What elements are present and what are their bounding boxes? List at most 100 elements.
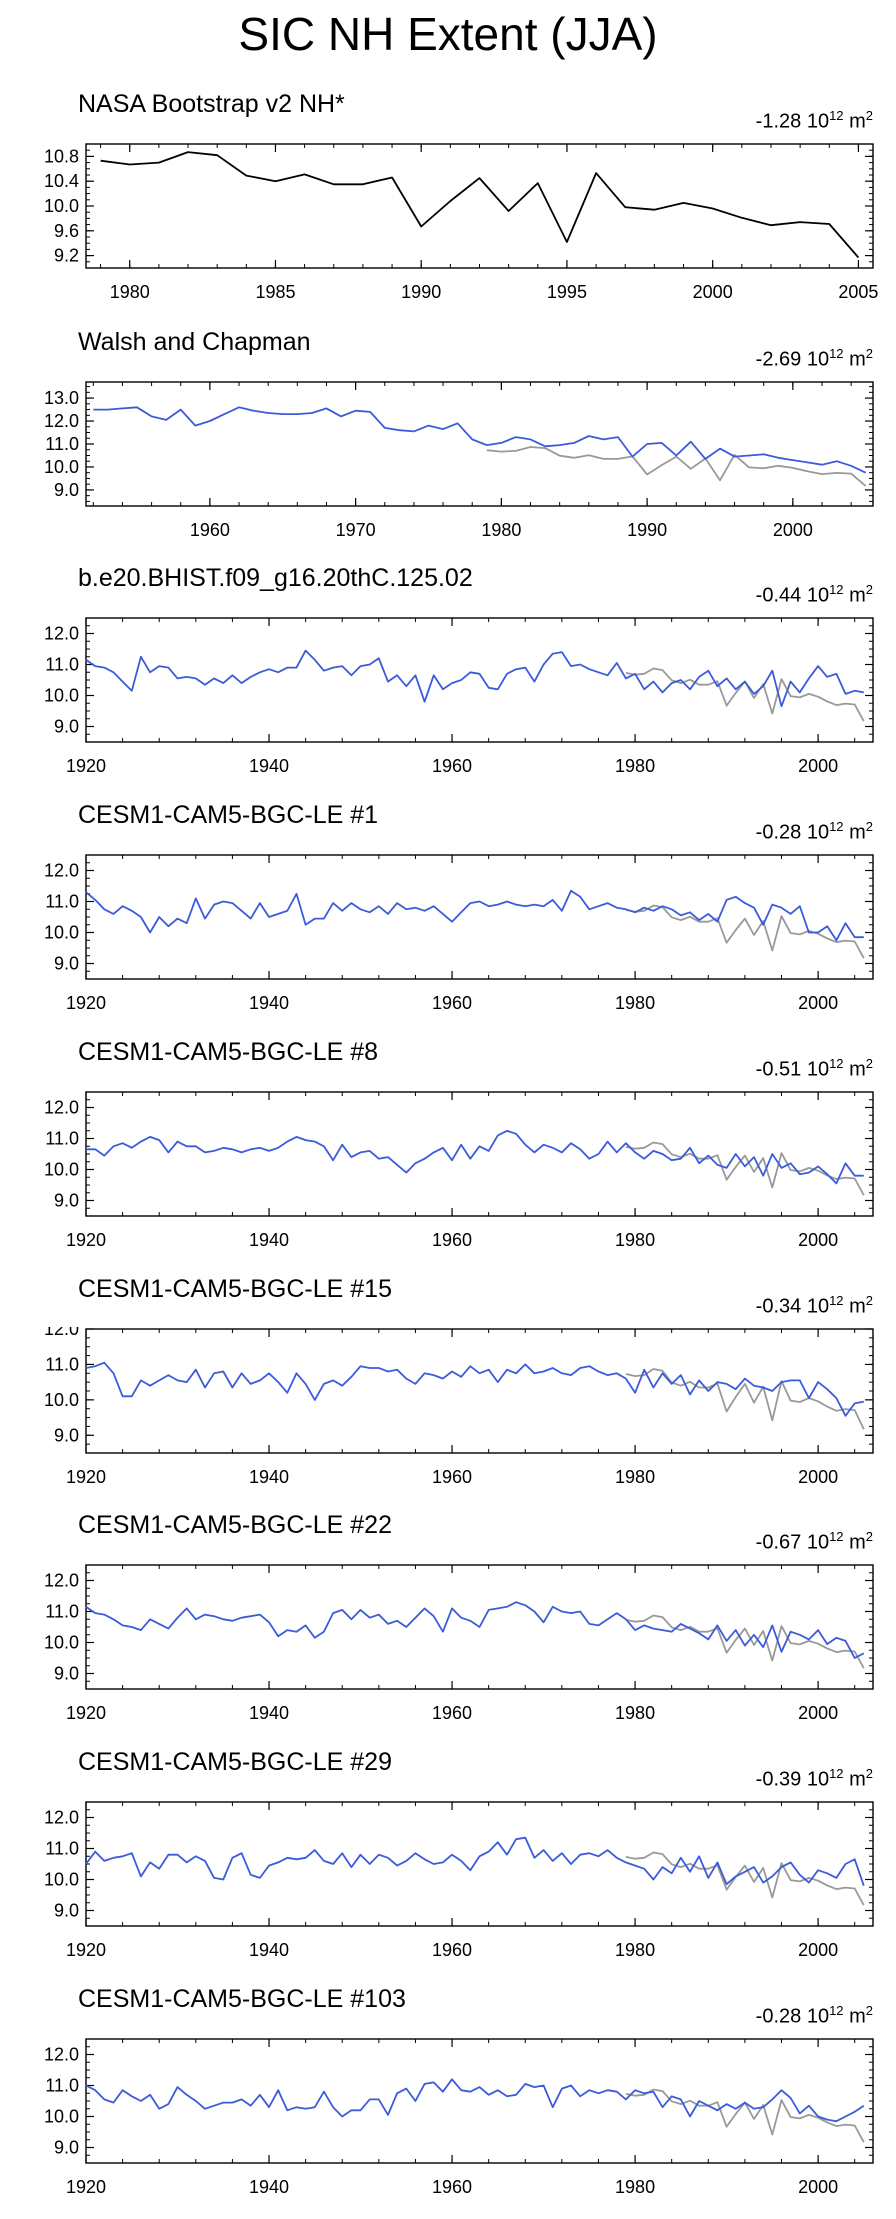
y-tick-label: 9.0 [54,1425,79,1445]
x-tick-label: 1970 [336,520,376,540]
panel-title: NASA Bootstrap v2 NH* [78,90,345,118]
trend-unit: m [843,1295,866,1318]
chart-panel: CESM1-CAM5-BGC-LE #103 -0.28 1012 m2 12.0 1… [0,1967,896,2197]
series-line-0 [486,446,867,487]
x-tick-label: 1920 [66,993,106,1013]
series-line-1 [85,1601,865,1659]
x-tick-label: 1980 [615,993,655,1013]
series-line-0 [100,151,860,259]
trend-label: -0.28 1012 m2 [756,819,873,845]
x-tick-label: 2000 [798,756,838,776]
x-tick-label: 1980 [481,520,521,540]
y-tick-label: 12.0 [44,1327,79,1339]
series-line-1 [86,1129,864,1185]
y-tick-label: 11.0 [45,892,79,912]
trend-unit: m [843,1768,866,1791]
trend-base: 10 [806,1295,830,1318]
x-tick-label: 2000 [693,282,733,302]
x-tick-label: 1920 [66,756,106,776]
x-tick-label: 1990 [401,282,441,302]
x-tick-label: 1960 [432,2177,472,2197]
x-tick-label: 1960 [432,1940,472,1960]
chart-svg: 12.0 11.0 10.0 9.0 1920 1940 1960 1980 2000 [44,1564,874,1723]
x-tick-label: 1940 [249,1703,289,1723]
x-tick-label: 1995 [547,282,587,302]
x-tick-label: 2005 [838,282,878,302]
trend-exponent: 12 [829,582,844,597]
chart-panel: CESM1-CAM5-BGC-LE #1 -0.28 1012 m2 12.0 11.… [0,783,896,1013]
chart-svg: 12.0 11.0 10.0 9.0 1920 1940 1960 1980 2000 [44,1091,874,1250]
x-tick-label: 2000 [798,1940,838,1960]
y-tick-label: 10.0 [44,1390,79,1410]
x-tick-label: 2000 [773,520,813,540]
chart-panel: NASA Bootstrap v2 NH* -1.28 1012 m2 10.8 10… [0,72,896,302]
y-tick-label: 12.0 [44,411,79,431]
trend-base: 10 [806,821,830,844]
y-tick-label: 10.0 [44,457,79,477]
chart-svg: 12.0 11.0 10.0 9.0 1920 1940 1960 1980 2000 [44,617,874,776]
series-line-1 [93,406,867,474]
chart-panel: b.e20.BHIST.f09_g16.20thC.125.02 -0.44 10… [0,546,896,776]
x-tick-label: 2000 [798,993,838,1013]
trend-unit: m [843,1058,866,1081]
x-tick-label: 1940 [249,2177,289,2197]
y-tick-label: 12.0 [44,1571,79,1591]
y-tick-label: 11.0 [45,1354,79,1374]
panel-title: CESM1-CAM5-BGC-LE #22 [78,1511,392,1539]
trend-value: -0.44 [755,584,807,607]
series-line-0 [625,2088,865,2143]
x-tick-label: 1920 [66,1230,106,1250]
x-tick-label: 1960 [432,1467,472,1487]
trend-exponent: 12 [829,1766,844,1781]
trend-exponent: 12 [829,346,844,361]
y-tick-label: 10.0 [44,196,79,216]
trend-exponent: 12 [829,1293,844,1308]
trend-unit-exponent: 2 [865,346,873,361]
series-line-1 [85,2078,865,2123]
series-line-0 [625,1368,865,1430]
y-tick-label: 12.0 [44,2045,79,2065]
y-tick-label: 11.0 [45,1839,79,1859]
chart-panel: CESM1-CAM5-BGC-LE #8 -0.51 1012 m2 12.0 11.… [0,1020,896,1250]
x-tick-label: 1960 [432,993,472,1013]
trend-base: 10 [806,348,830,371]
trend-base: 10 [806,1058,830,1081]
trend-unit: m [843,584,866,607]
trend-value: -0.67 [755,1531,807,1554]
trend-value: -0.51 [755,1058,807,1081]
y-tick-label: 9.0 [54,1191,79,1211]
series-line-0 [625,1614,865,1669]
trend-label: -0.28 1012 m2 [756,2003,873,2029]
chart-svg: 12.0 11.0 10.0 9.0 1920 1940 1960 1980 2000 [44,1801,874,1960]
panel-title: CESM1-CAM5-BGC-LE #29 [78,1748,392,1776]
trend-unit: m [843,110,866,133]
x-tick-label: 1920 [66,2177,106,2197]
x-tick-label: 1980 [615,756,655,776]
y-tick-label: 9.0 [54,480,79,500]
series-line-1 [85,649,864,708]
panel-title: b.e20.BHIST.f09_g16.20thC.125.02 [78,564,473,592]
trend-base: 10 [806,110,830,133]
x-tick-label: 2000 [798,1467,838,1487]
x-tick-label: 1985 [255,282,295,302]
y-tick-label: 12.0 [44,1808,79,1828]
x-tick-label: 1940 [249,756,289,776]
y-tick-label: 11.0 [45,2076,79,2096]
x-tick-label: 2000 [798,2177,838,2197]
trend-value: -0.28 [755,2005,807,2028]
plot-frame [85,1091,874,1217]
trend-base: 10 [806,1531,830,1554]
trend-unit-exponent: 2 [865,2003,873,2018]
y-tick-label: 9.0 [54,2138,79,2158]
chart-svg: 10.8 10.4 10.0 9.6 9.2 1980 1985 1990 1995 2000 20… [44,143,878,302]
y-tick-label: 9.0 [54,717,79,737]
x-tick-label: 1980 [615,1703,655,1723]
trend-value: -0.28 [755,821,807,844]
x-tick-label: 1940 [249,1230,289,1250]
chart-panel: CESM1-CAM5-BGC-LE #22 -0.67 1012 m2 12.0 11… [0,1493,896,1723]
trend-unit-exponent: 2 [865,1293,873,1308]
trend-value: -2.69 [755,348,807,371]
plot-frame [85,2038,874,2164]
x-tick-label: 1960 [432,1703,472,1723]
trend-value: -1.28 [755,110,807,133]
